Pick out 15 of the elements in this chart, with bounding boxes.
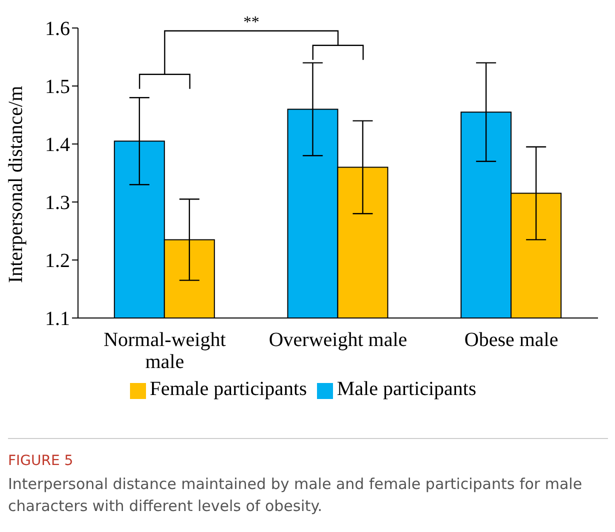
y-tick-label: 1.2 <box>45 250 70 272</box>
x-tick-label: Overweight male <box>268 329 408 351</box>
y-tick-label: 1.3 <box>45 192 70 214</box>
legend-label: Female participants <box>150 378 307 400</box>
x-tick-label: Obese male <box>464 329 558 351</box>
x-tick-label: Normal-weight male <box>104 329 226 373</box>
y-tick-label: 1.4 <box>45 134 70 156</box>
y-axis-title: Interpersonal distance/m <box>5 85 28 283</box>
y-tick-label: 1.1 <box>45 308 70 330</box>
y-tick-label: 1.5 <box>45 76 70 98</box>
y-tick-label: 1.6 <box>45 18 70 40</box>
text: Interpersonal distance maintained by male and female participants for male characters with different levels of obesity. <box>8 474 584 517</box>
annotation: ** <box>243 14 260 31</box>
caption: FIGURE 5 <box>8 453 74 469</box>
legend-label: Male participants <box>336 378 476 400</box>
